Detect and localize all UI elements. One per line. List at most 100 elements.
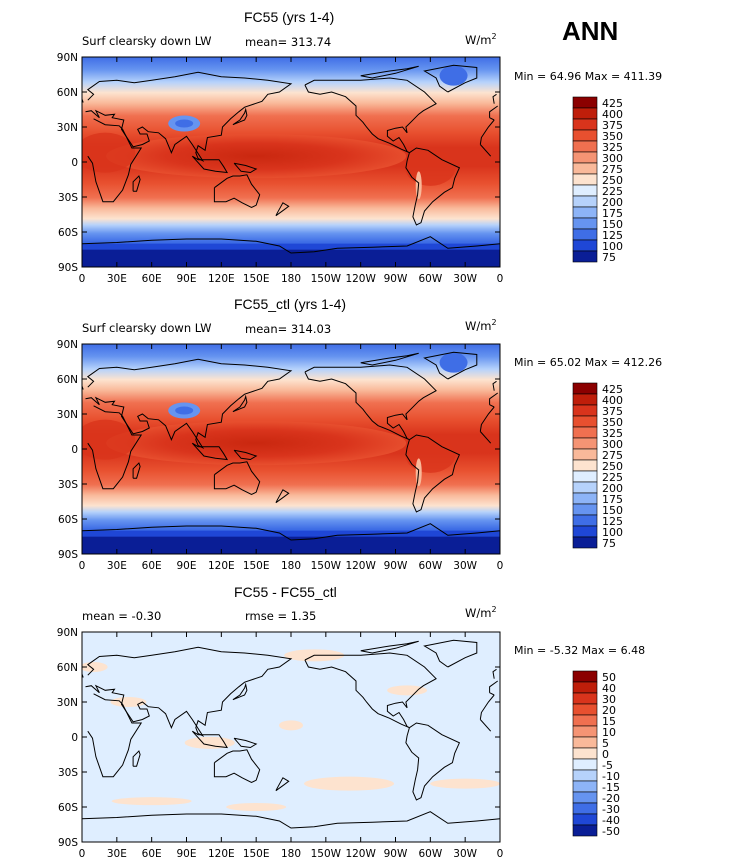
colorbar-swatch <box>572 140 598 153</box>
lon-label: 120E <box>208 560 235 572</box>
lat-label: 60N <box>57 87 78 99</box>
panel-2-units: W/m2 <box>465 318 497 333</box>
colorbar-swatch <box>572 129 598 142</box>
colorbar-label: 100 <box>602 526 623 539</box>
colorbar-label: 375 <box>602 405 623 418</box>
panel-1-units: W/m2 <box>465 32 497 47</box>
map-field <box>82 344 500 554</box>
colorbar-label: -50 <box>602 825 620 838</box>
colorbar-label: 100 <box>602 240 623 253</box>
diff-background <box>82 632 500 842</box>
colorbar-label: 15 <box>602 715 616 728</box>
lon-label: 60E <box>142 560 162 572</box>
colorbar-label: 300 <box>602 438 623 451</box>
colorbar-label: 175 <box>602 207 623 220</box>
colorbar-label: 325 <box>602 427 623 440</box>
lat-label: 60S <box>58 802 78 814</box>
tibet-core <box>175 119 194 128</box>
colorbar-swatch <box>572 681 598 694</box>
lon-label: 90W <box>384 848 408 860</box>
colorbar-label: 40 <box>602 682 616 695</box>
africa-warm <box>82 132 136 173</box>
lat-label: 90S <box>58 262 78 274</box>
coastline <box>423 351 478 380</box>
colorbar-label: 350 <box>602 416 623 429</box>
warm-pool <box>106 421 407 466</box>
colorbar-swatch <box>572 459 598 472</box>
panel-3-mean: mean = -0.30 <box>82 609 162 623</box>
lon-label: 30E <box>107 273 127 285</box>
lon-label: 150E <box>243 560 270 572</box>
coastline <box>213 174 261 209</box>
colorbar-swatch <box>572 736 598 749</box>
colorbar-swatch <box>572 503 598 516</box>
lon-label: 90E <box>177 273 197 285</box>
coastline <box>233 162 258 174</box>
colorbar-swatch <box>572 162 598 175</box>
tibet-core <box>175 406 194 415</box>
coastline <box>87 405 495 490</box>
coastline <box>132 750 141 767</box>
lon-label: 60W <box>418 273 442 285</box>
coastline <box>191 730 229 749</box>
colorbar-label: 350 <box>602 130 623 143</box>
colorbar-label: 75 <box>602 251 616 264</box>
lat-label: 30N <box>57 122 78 134</box>
lon-label: 150W <box>311 560 342 572</box>
colorbar-label: 20 <box>602 704 616 717</box>
colorbar-label: 30 <box>602 693 616 706</box>
colorbar-label: 125 <box>602 229 623 242</box>
lat-label: 90N <box>57 339 78 351</box>
lat-label: 30S <box>58 192 78 204</box>
lat-label: 30N <box>57 409 78 421</box>
panel-3-units: W/m2 <box>465 605 497 620</box>
coastline <box>233 737 258 749</box>
colorbar-swatch <box>572 118 598 131</box>
colorbar-label: -40 <box>602 814 620 827</box>
colorbar-label: 75 <box>602 537 616 550</box>
colorbar-label: 275 <box>602 449 623 462</box>
coastline <box>213 749 261 784</box>
colorbar-swatch <box>572 514 598 527</box>
positive-anomaly <box>279 720 303 731</box>
colorbar-label: 200 <box>602 482 623 495</box>
colorbar-swatch <box>572 404 598 417</box>
lon-label: 0 <box>497 273 504 285</box>
panel-1-variable: Surf clearsky down LW <box>82 34 212 48</box>
colorbar-label: 0 <box>602 748 609 761</box>
coastline <box>423 639 478 668</box>
colorbar-label: 275 <box>602 163 623 176</box>
colorbar-swatch <box>572 206 598 219</box>
positive-anomaly <box>111 797 192 806</box>
colorbar-label: 150 <box>602 218 623 231</box>
colorbar-swatch <box>572 802 598 815</box>
positive-anomaly <box>226 803 287 811</box>
panel-1-mean: mean= 313.74 <box>245 35 332 49</box>
colorbar-swatch <box>572 217 598 230</box>
coastline <box>85 646 498 738</box>
colorbar-label: 425 <box>602 383 623 396</box>
season-label: ANN <box>562 16 619 46</box>
colorbar-swatch <box>572 382 598 395</box>
lon-label: 120W <box>345 560 376 572</box>
colorbar-swatch <box>572 426 598 439</box>
lon-label: 150W <box>311 273 342 285</box>
colorbar-swatch <box>572 692 598 705</box>
amazon-warm <box>405 149 456 186</box>
lat-label: 30N <box>57 697 78 709</box>
colorbar-swatch <box>572 725 598 738</box>
coastline <box>275 777 290 792</box>
lon-label: 150W <box>311 848 342 860</box>
colorbar-label: -10 <box>602 770 620 783</box>
antarctic-edge <box>82 530 500 537</box>
colorbar-label: 175 <box>602 493 623 506</box>
colorbar-swatch <box>572 173 598 186</box>
colorbar-swatch <box>572 769 598 782</box>
coastline <box>275 202 290 217</box>
colorbar-label: 150 <box>602 504 623 517</box>
colorbar-swatch <box>572 670 598 683</box>
coastline <box>213 461 261 496</box>
amazon-warm <box>405 436 456 473</box>
colorbar-label: -30 <box>602 803 620 816</box>
